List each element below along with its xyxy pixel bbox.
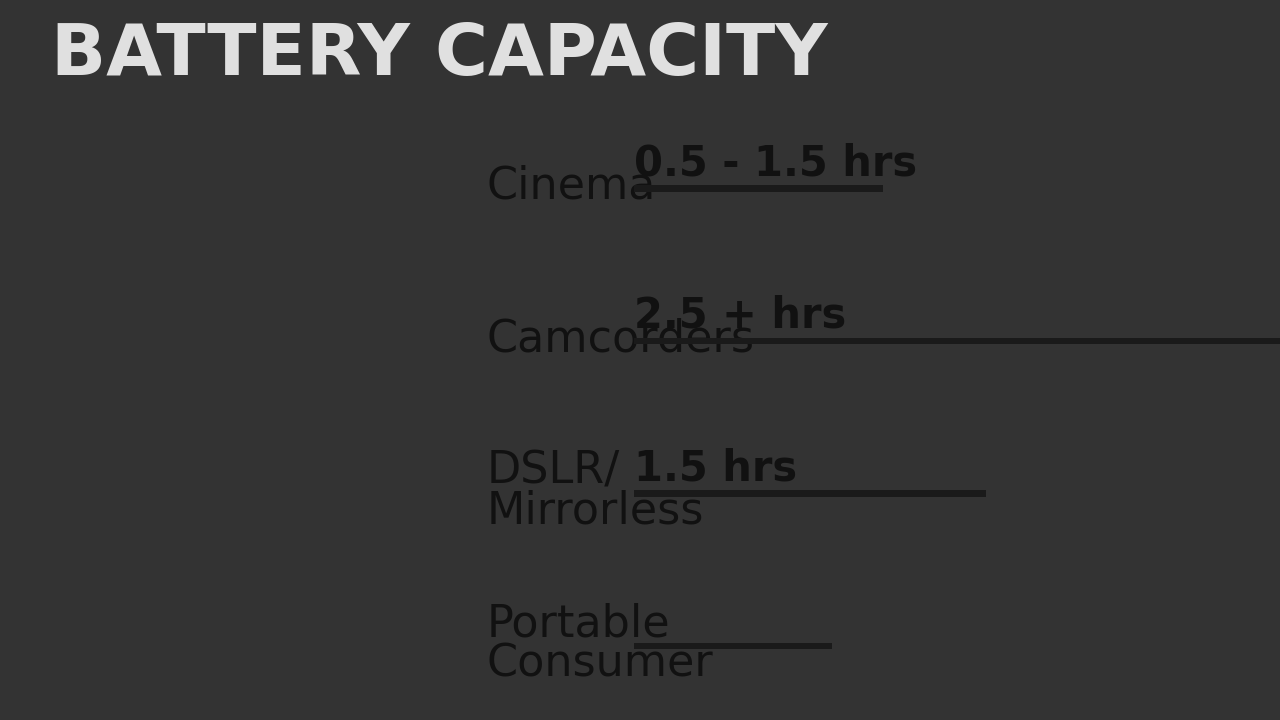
Text: Cinema: Cinema xyxy=(486,165,655,208)
Text: DSLR/: DSLR/ xyxy=(486,450,620,493)
Bar xyxy=(634,338,1280,344)
Text: 0.5 - 1.5 hrs: 0.5 - 1.5 hrs xyxy=(634,143,916,184)
Text: Camcorders: Camcorders xyxy=(486,318,754,360)
Text: 1.5 hrs: 1.5 hrs xyxy=(634,447,796,490)
Text: 2.5 + hrs: 2.5 + hrs xyxy=(634,295,846,337)
Text: Mirrorless: Mirrorless xyxy=(486,490,704,533)
Text: Consumer: Consumer xyxy=(486,642,713,685)
Bar xyxy=(634,490,986,497)
Bar xyxy=(634,643,832,649)
Text: Portable: Portable xyxy=(486,603,669,645)
Text: BATTERY CAPACITY: BATTERY CAPACITY xyxy=(51,21,828,89)
Bar xyxy=(634,186,883,192)
